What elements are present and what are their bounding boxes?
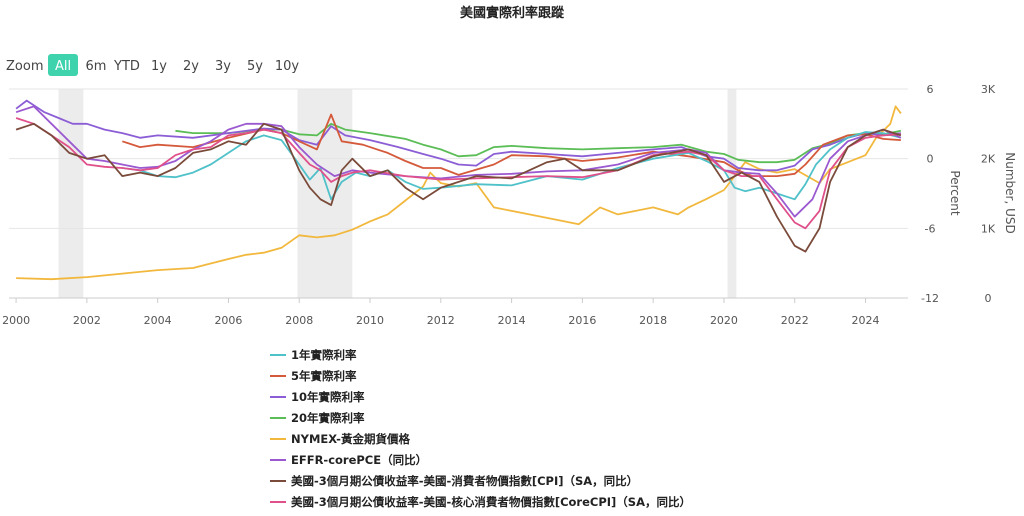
y-right-tick-label-3: 0 [985,292,992,305]
y-left-tick-label-3: -12 [921,292,939,305]
zoom-button-2[interactable]: YTD [113,59,140,74]
legend-label-4: NYMEX-黃金期貨價格 [291,432,410,446]
x-tick-label-0: 2000 [2,314,30,327]
legend-item-7[interactable]: 美國-3個月期公債收益率-美國-核心消費者物價指數[CoreCPI]（SA，同比… [270,495,691,509]
legend-item-3[interactable]: 20年實際利率 [270,411,365,425]
x-tick-label-10: 2020 [710,314,738,327]
zoom-button-3[interactable]: 1y [151,59,167,74]
legend-item-6[interactable]: 美國-3個月期公債收益率-美國-消費者物價指數[CPI]（SA，同比） [270,474,638,488]
x-tick-label-12: 2024 [852,314,880,327]
legend-label-0: 1年實際利率 [291,348,357,362]
zoom-label: Zoom [6,59,43,74]
zoom-button-bg-0[interactable] [48,54,78,76]
series-line-0 [122,131,902,201]
series-line-4 [16,105,902,281]
zoom-button-6[interactable]: 5y [247,59,263,74]
y-left-tick-label-0: 6 [927,83,934,96]
zoom-button-0[interactable]: All [55,59,71,74]
y-left-axis-title: Percent [948,170,962,215]
recession-band-1 [297,89,353,298]
zoom-button-7[interactable]: 10y [275,59,300,74]
y-right-tick-label-0: 3K [981,83,996,96]
legend-label-6: 美國-3個月期公債收益率-美國-消費者物價指數[CPI]（SA，同比） [291,474,638,488]
legend-label-7: 美國-3個月期公債收益率-美國-核心消費者物價指數[CoreCPI]（SA，同比… [291,495,691,509]
x-tick-label-8: 2016 [568,314,596,327]
y-right-tick-label-2: 1K [981,222,996,235]
legend-item-2[interactable]: 10年實際利率 [270,390,365,404]
y-left-tick-label-1: 0 [927,153,934,166]
zoom-button-4[interactable]: 2y [183,59,199,74]
legend-label-5: EFFR-corePCE（同比） [291,453,427,467]
x-tick-label-3: 2006 [214,314,242,327]
legend-label-1: 5年實際利率 [291,369,357,383]
legend: 1年實際利率 5年實際利率 10年實際利率 20年實際利率 NYMEX-黃金期貨價格 EF… [270,348,691,509]
series-line-7 [15,117,901,230]
x-tick-label-2: 2004 [144,314,172,327]
y-right-tick-label-1: 2K [981,153,996,166]
series-line-3 [175,122,902,164]
x-tick-label-7: 2014 [498,314,526,327]
axes: 2000 2002 2004 2006 2008 2010 2012 2014 2016 2018… [2,83,996,327]
zoom-controls: Zoom All 6m YTD 1y 2y 3y 5y 10y [6,54,299,76]
x-tick-label-6: 2012 [427,314,455,327]
x-tick-label-11: 2022 [781,314,809,327]
y-left-tick-label-2: -6 [925,222,936,235]
legend-item-1[interactable]: 5年實際利率 [270,369,357,383]
series-line-6 [15,122,902,253]
x-tick-label-5: 2010 [356,314,384,327]
series-line-5 [15,105,902,218]
recession-bands [58,89,737,298]
x-tick-label-9: 2018 [639,314,667,327]
legend-item-0[interactable]: 1年實際利率 [270,348,357,362]
y-right-axis-title: Number, USD [1003,152,1017,233]
series-line-2 [15,99,902,172]
x-tick-label-4: 2008 [285,314,313,327]
legend-item-4[interactable]: NYMEX-黃金期貨價格 [270,432,410,446]
legend-item-5[interactable]: EFFR-corePCE（同比） [270,453,427,467]
zoom-button-5[interactable]: 3y [215,59,231,74]
recession-band-2 [727,89,737,298]
legend-label-2: 10年實際利率 [291,390,365,404]
legend-label-3: 20年實際利率 [291,411,365,425]
x-tick-label-1: 2002 [73,314,101,327]
series-layer [15,99,902,281]
zoom-button-1[interactable]: 6m [86,59,107,74]
chart-title: 美國實際利率跟蹤 [460,5,565,21]
